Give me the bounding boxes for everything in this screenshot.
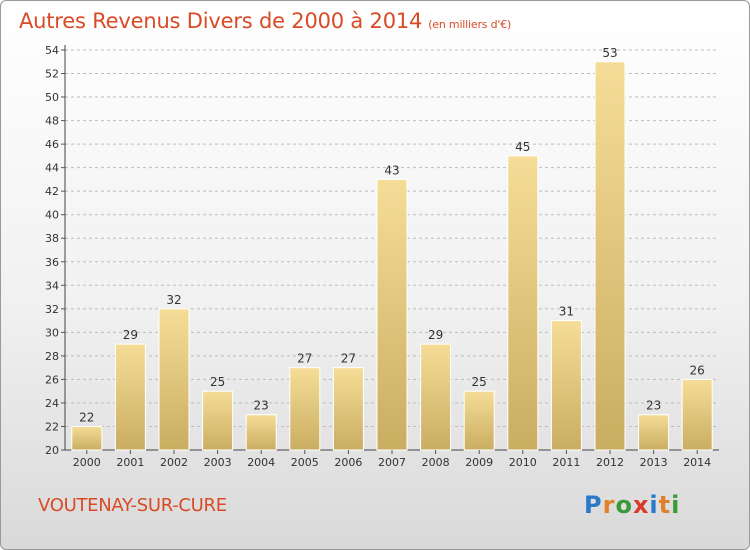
bar [550, 320, 582, 451]
logo-letter: o [615, 491, 633, 519]
y-tick-label: 38 [45, 232, 59, 245]
x-tick-label: 2009 [465, 456, 493, 469]
commune-name: VOUTENAY-SUR-CURE [38, 495, 227, 516]
logo-letter: i [671, 491, 681, 519]
bar-value-label: 43 [384, 163, 399, 177]
bar [420, 343, 452, 451]
y-tick-label: 34 [45, 279, 59, 292]
y-tick-label: 36 [45, 256, 59, 269]
bar-value-label: 22 [79, 410, 94, 424]
bar [507, 155, 539, 451]
bar-value-label: 23 [254, 399, 269, 413]
bar [681, 378, 713, 451]
x-tick-label: 2011 [552, 456, 580, 469]
bar [376, 178, 408, 451]
x-tick-label: 2007 [378, 456, 406, 469]
chart-title: Autres Revenus Divers de 2000 à 2014 (en … [19, 9, 511, 33]
x-tick-label: 2014 [683, 456, 711, 469]
x-tick-label: 2013 [640, 456, 668, 469]
x-tick-label: 2002 [160, 456, 188, 469]
bar-value-label: 45 [515, 140, 530, 154]
x-tick-label: 2000 [73, 456, 101, 469]
bar-value-label: 26 [690, 363, 705, 377]
bar-value-label: 23 [646, 399, 661, 413]
x-tick-label: 2012 [596, 456, 624, 469]
bar [332, 367, 364, 451]
x-tick-label: 2005 [291, 456, 319, 469]
y-tick-label: 20 [45, 444, 59, 457]
bar-value-label: 29 [428, 328, 443, 342]
bar-value-label: 53 [602, 46, 617, 60]
bar [594, 61, 626, 451]
y-tick-label: 44 [45, 162, 59, 175]
logo-letter: x [632, 491, 650, 519]
bar [158, 308, 190, 451]
bar-value-label: 25 [210, 375, 225, 389]
bar [114, 343, 146, 451]
y-tick-label: 42 [45, 185, 59, 198]
chart-title-unit: (en milliers d'€) [428, 18, 512, 31]
x-tick-label: 2010 [509, 456, 537, 469]
logo-letter: r [602, 491, 616, 519]
x-tick-label: 2004 [247, 456, 275, 469]
bar [202, 390, 234, 451]
proxiti-logo: Proxiti [584, 491, 680, 519]
bar [289, 367, 321, 451]
bar-value-label: 29 [123, 328, 138, 342]
y-tick-label: 50 [45, 91, 59, 104]
bar [463, 390, 495, 451]
bar-value-label: 32 [166, 293, 181, 307]
y-tick-label: 32 [45, 303, 59, 316]
logo-letter: i [649, 491, 659, 519]
bar [638, 414, 670, 451]
y-tick-label: 48 [45, 115, 59, 128]
bar-value-label: 31 [559, 305, 574, 319]
bar [245, 414, 277, 451]
x-tick-label: 2008 [422, 456, 450, 469]
y-tick-label: 22 [45, 420, 59, 433]
bar-value-label: 27 [341, 352, 356, 366]
chart-title-text: Autres Revenus Divers de 2000 à 2014 [19, 9, 423, 33]
bar-value-label: 27 [297, 352, 312, 366]
y-tick-label: 52 [45, 68, 59, 81]
x-tick-label: 2001 [116, 456, 144, 469]
x-tick-label: 2006 [334, 456, 362, 469]
bar-value-label: 25 [472, 375, 487, 389]
logo-letter: P [584, 491, 603, 519]
bar [71, 425, 103, 451]
y-tick-label: 46 [45, 138, 59, 151]
y-tick-label: 28 [45, 350, 59, 363]
y-tick-label: 26 [45, 373, 59, 386]
x-tick-label: 2003 [204, 456, 232, 469]
y-tick-label: 30 [45, 326, 59, 339]
y-tick-label: 24 [45, 397, 59, 410]
logo-letter: t [658, 491, 672, 519]
y-tick-label: 40 [45, 209, 59, 222]
y-tick-label: 54 [45, 44, 59, 57]
